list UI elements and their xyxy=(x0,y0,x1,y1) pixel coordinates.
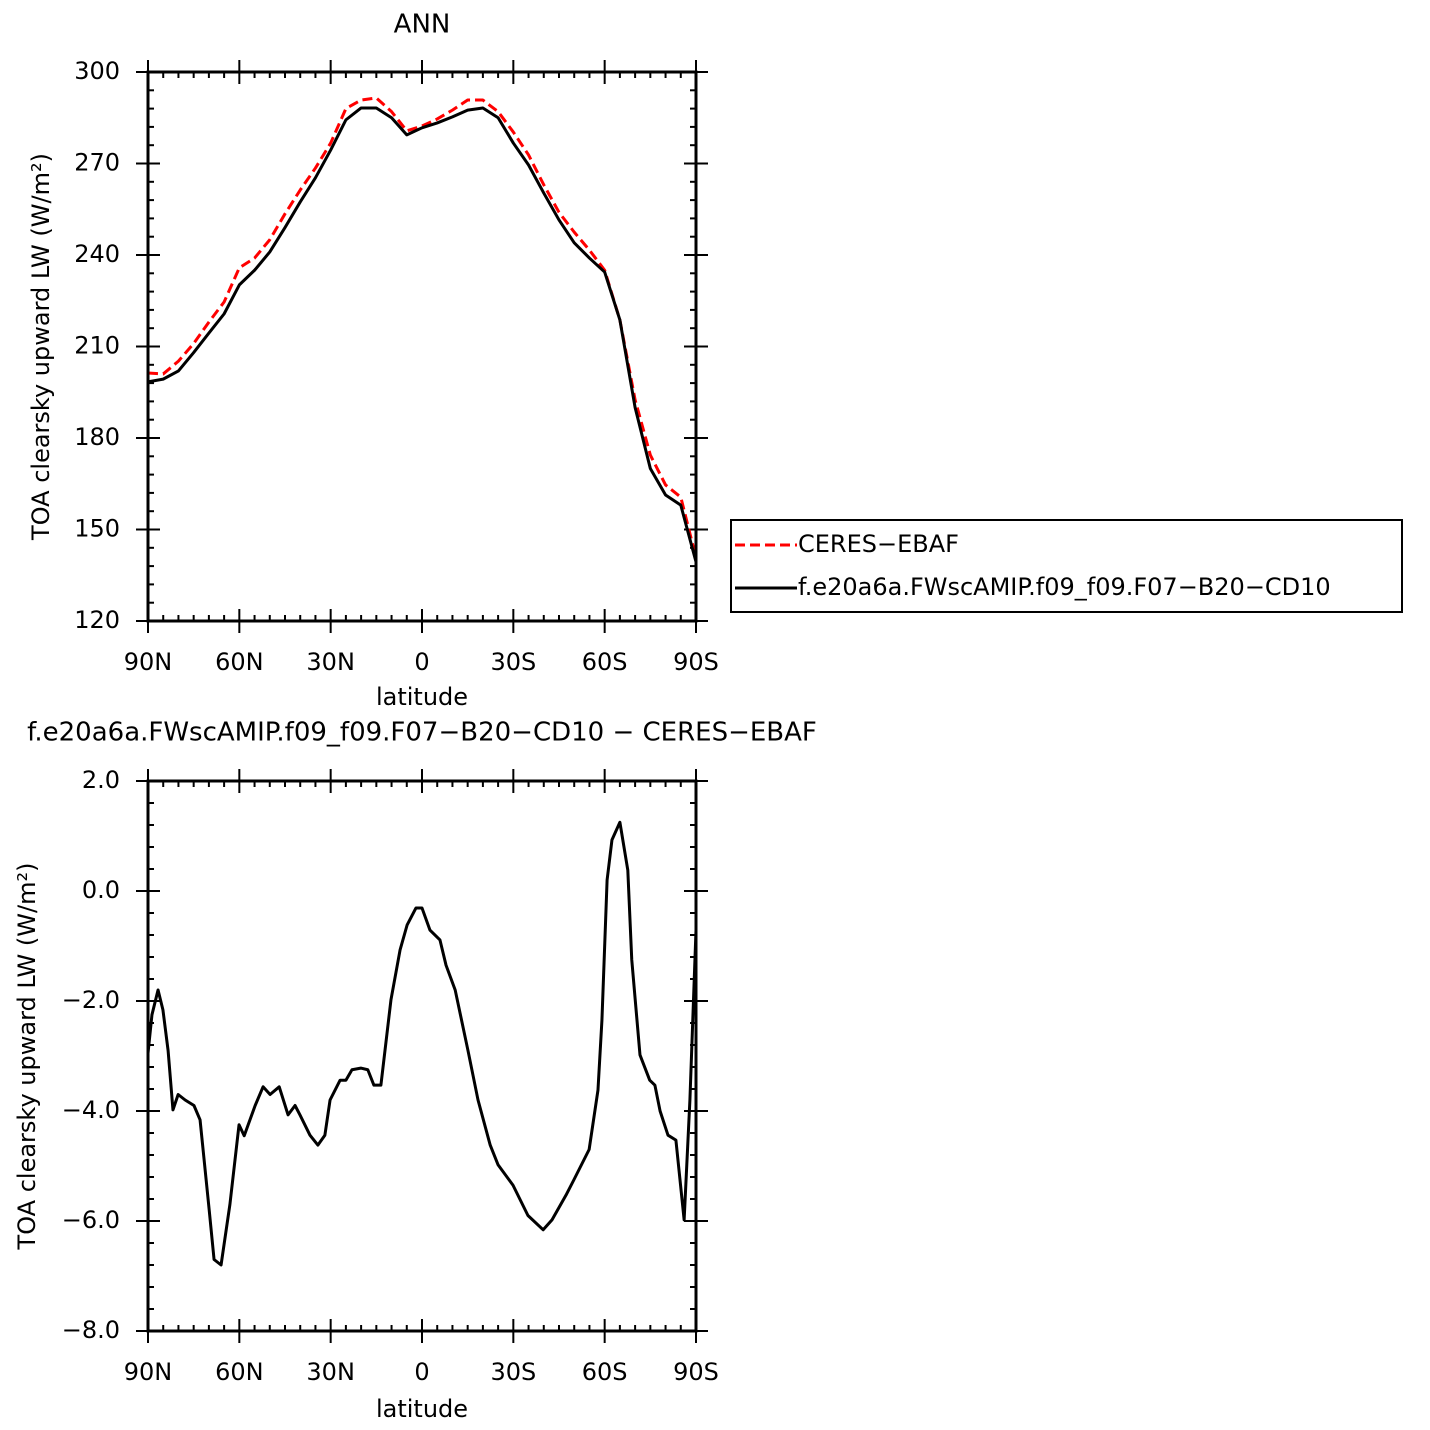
x-tick-label: 90S xyxy=(673,648,719,676)
x-tick-label: 0 xyxy=(414,1358,429,1386)
legend-label: CERES−EBAF xyxy=(798,530,959,558)
x-tick-label: 60S xyxy=(582,648,628,676)
y-tick-label: −4.0 xyxy=(62,1096,120,1124)
x-tick-label: 60N xyxy=(215,1358,264,1386)
chart-title: ANN xyxy=(394,10,451,40)
y-tick-label: 180 xyxy=(74,423,120,451)
y-tick-label: 300 xyxy=(74,57,120,85)
y-tick-label: 270 xyxy=(74,149,120,177)
x-tick-label: 30S xyxy=(490,1358,536,1386)
x-axis-label: latitude xyxy=(376,683,468,711)
x-tick-label: 90N xyxy=(124,1358,173,1386)
x-tick-label: 0 xyxy=(414,648,429,676)
y-tick-label: 2.0 xyxy=(82,766,120,794)
y-tick-label: 240 xyxy=(74,240,120,268)
y-tick-label: −8.0 xyxy=(62,1316,120,1344)
x-tick-label: 60N xyxy=(215,648,264,676)
chart-title: f.e20a6a.FWscAMIP.f09_f09.F07−B20−CD10 −… xyxy=(27,718,817,748)
legend-label: f.e20a6a.FWscAMIP.f09_f09.F07−B20−CD10 xyxy=(798,573,1331,601)
x-tick-label: 90N xyxy=(124,648,173,676)
y-tick-label: 0.0 xyxy=(82,876,120,904)
y-tick-label: 150 xyxy=(74,515,120,543)
y-tick-label: 210 xyxy=(74,332,120,360)
x-tick-label: 30N xyxy=(306,1358,355,1386)
y-tick-label: −6.0 xyxy=(62,1206,120,1234)
data-line xyxy=(147,96,698,559)
x-axis-label: latitude xyxy=(376,1395,468,1423)
x-tick-label: 30S xyxy=(490,648,536,676)
data-line xyxy=(146,820,698,1267)
x-tick-label: 60S xyxy=(582,1358,628,1386)
y-tick-label: −2.0 xyxy=(62,986,120,1014)
y-axis-label: TOA clearsky upward LW (W/m²) xyxy=(27,153,55,541)
x-tick-label: 90S xyxy=(673,1358,719,1386)
plot-frame xyxy=(146,70,698,623)
x-tick-label: 30N xyxy=(306,648,355,676)
legend-box xyxy=(730,519,1403,613)
plot-frame xyxy=(146,779,698,1333)
data-line xyxy=(147,106,698,563)
y-tick-label: 120 xyxy=(74,606,120,634)
y-axis-label: TOA clearsky upward LW (W/m²) xyxy=(13,863,41,1251)
